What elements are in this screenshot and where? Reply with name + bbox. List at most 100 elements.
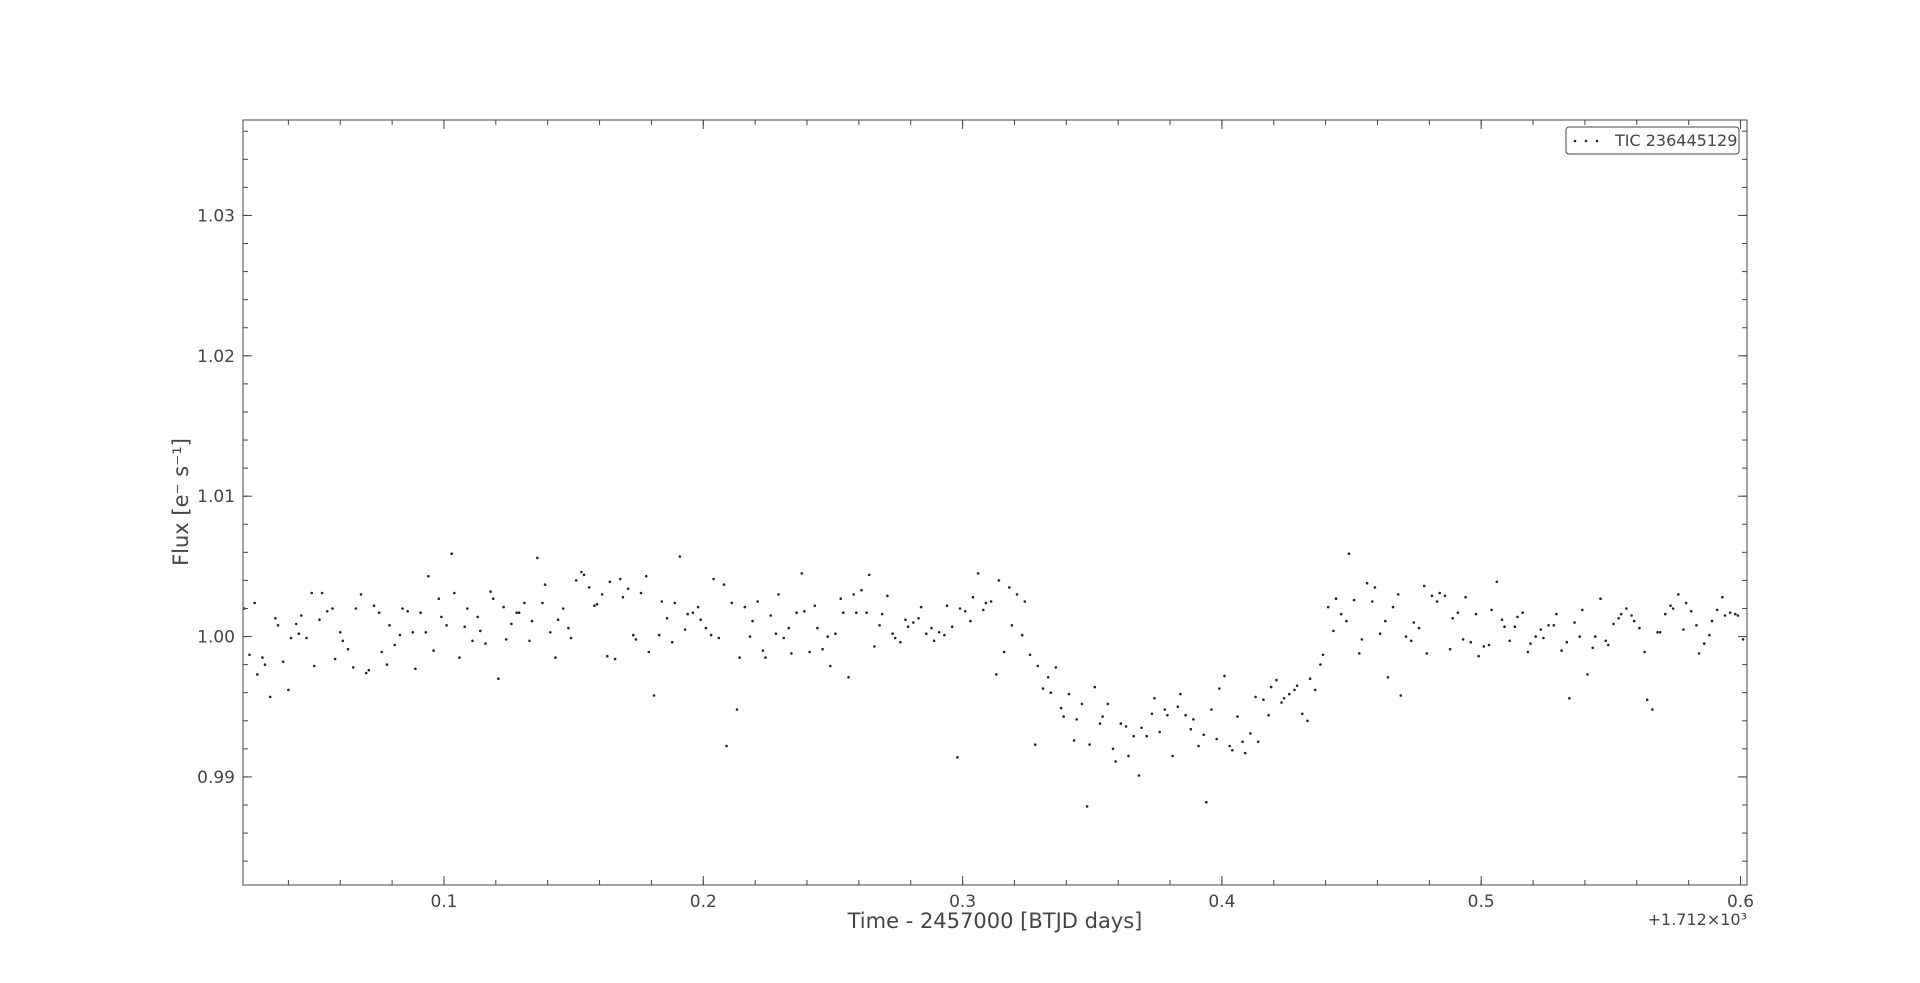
data-point — [1656, 631, 1659, 634]
data-point — [1124, 725, 1128, 728]
y-tick-label: 0.99 — [197, 768, 235, 788]
data-point — [287, 688, 290, 692]
data-point — [1721, 595, 1724, 599]
data-point — [1664, 612, 1667, 616]
data-point — [1464, 595, 1467, 599]
data-point — [821, 647, 824, 651]
data-point — [1288, 692, 1291, 696]
data-point — [1067, 692, 1071, 696]
data-point — [276, 624, 280, 627]
data-point — [899, 640, 902, 644]
data-point — [1594, 635, 1597, 638]
data-point — [774, 632, 778, 635]
data-point — [406, 610, 410, 613]
data-point — [880, 612, 884, 616]
data-point — [735, 708, 739, 711]
data-point — [1396, 593, 1400, 596]
data-point — [1552, 624, 1556, 627]
data-point — [886, 594, 889, 598]
data-point — [644, 574, 648, 578]
data-point — [1723, 614, 1727, 617]
data-point — [873, 645, 876, 648]
data-point — [1658, 631, 1662, 634]
data-point — [847, 676, 850, 679]
data-point — [1425, 652, 1429, 655]
data-point — [1643, 650, 1646, 654]
data-point — [997, 579, 1001, 582]
data-point — [463, 625, 467, 628]
data-point — [1254, 695, 1257, 699]
data-point — [466, 607, 469, 610]
data-point — [1236, 715, 1239, 718]
data-point — [1321, 653, 1325, 657]
data-point — [1228, 744, 1231, 748]
data-point — [359, 593, 363, 596]
data-point — [1176, 705, 1180, 708]
data-point — [1547, 624, 1550, 627]
data-point — [1487, 643, 1491, 647]
data-point — [1352, 598, 1356, 602]
data-point — [893, 636, 897, 640]
data-point — [748, 635, 752, 638]
data-point — [1140, 726, 1143, 730]
data-point — [1409, 639, 1413, 643]
data-point — [678, 555, 682, 558]
data-point — [995, 673, 998, 676]
data-point — [634, 638, 638, 641]
data-point — [704, 626, 708, 630]
data-point — [855, 611, 858, 614]
data-point — [1127, 754, 1130, 758]
plot-area-frame — [242, 119, 1748, 886]
data-point — [1106, 702, 1110, 706]
data-point — [1438, 591, 1441, 595]
data-point — [554, 656, 557, 659]
data-point — [294, 622, 298, 626]
data-point — [917, 617, 920, 620]
data-point — [606, 654, 609, 658]
y-tick-label: 1.02 — [197, 347, 235, 367]
data-point — [722, 583, 726, 586]
data-point — [1256, 740, 1260, 744]
data-point — [717, 636, 721, 640]
data-point — [1179, 692, 1182, 696]
data-point — [1461, 638, 1465, 641]
data-point — [1565, 640, 1569, 644]
data-point — [1591, 646, 1594, 650]
data-point — [1215, 737, 1218, 741]
data-point — [281, 660, 285, 664]
data-point — [1741, 638, 1745, 641]
data-point — [1373, 586, 1377, 589]
data-point — [1319, 663, 1322, 666]
data-point — [1036, 664, 1040, 668]
data-point — [1736, 614, 1740, 617]
legend-marker-dot — [1584, 139, 1588, 143]
data-point — [388, 624, 391, 627]
data-point — [517, 611, 521, 614]
data-point — [919, 605, 923, 609]
data-point — [1111, 747, 1115, 751]
data-point — [1218, 687, 1221, 690]
data-point — [367, 668, 371, 672]
data-point — [743, 605, 747, 609]
data-point — [1617, 617, 1620, 620]
data-point — [904, 618, 907, 621]
data-point — [1578, 635, 1581, 638]
data-point — [1632, 619, 1636, 623]
data-point — [639, 591, 643, 595]
data-point — [1638, 626, 1641, 630]
data-point — [751, 619, 754, 623]
data-point — [479, 629, 482, 633]
data-point — [1417, 626, 1421, 630]
data-point — [489, 590, 492, 593]
data-point — [1573, 621, 1576, 624]
data-point — [891, 632, 894, 635]
data-point — [248, 653, 251, 657]
data-point — [497, 677, 500, 680]
data-point — [738, 656, 741, 659]
data-point — [582, 573, 586, 577]
data-point — [1088, 743, 1091, 746]
x-tick-label: 0.1 — [430, 892, 457, 912]
data-point — [1197, 744, 1200, 748]
data-point — [777, 593, 780, 596]
data-point — [504, 638, 508, 641]
